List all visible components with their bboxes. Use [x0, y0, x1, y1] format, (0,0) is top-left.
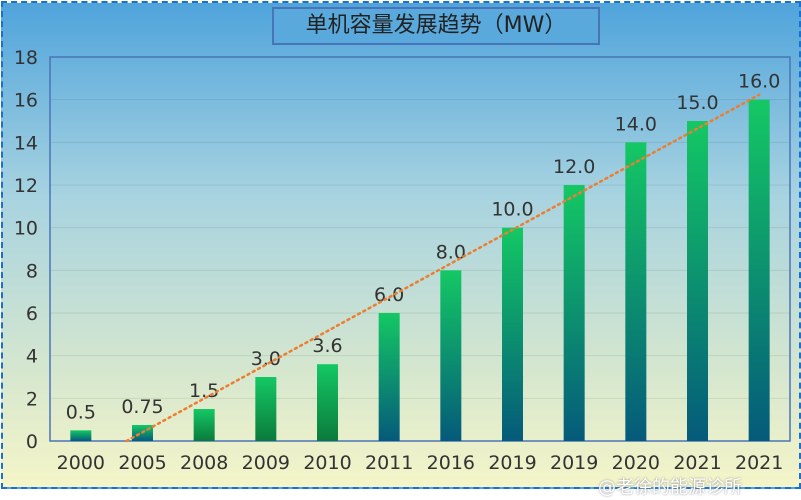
data-label: 12.0	[553, 156, 595, 178]
x-tick-label: 2021	[673, 452, 721, 474]
data-label: 14.0	[615, 113, 657, 135]
y-tick-label: 10	[14, 218, 38, 240]
y-tick-label: 16	[14, 90, 38, 112]
x-tick-label: 2019	[488, 452, 536, 474]
data-label: 3.0	[251, 348, 281, 370]
bar	[748, 99, 770, 442]
x-tick-label: 2019	[550, 452, 598, 474]
data-label: 6.0	[374, 284, 404, 306]
x-tick-label: 2020	[612, 452, 660, 474]
trendline	[125, 93, 761, 443]
data-label: 15.0	[676, 92, 718, 114]
bar	[70, 430, 92, 441]
data-label: 0.75	[121, 396, 163, 418]
plot-area	[49, 56, 791, 442]
bar	[563, 185, 585, 441]
y-tick-label: 8	[26, 260, 38, 282]
bar	[502, 227, 523, 441]
data-label: 10.0	[491, 199, 533, 221]
x-tick-label: 2021	[735, 452, 783, 474]
x-tick-label: 2005	[118, 452, 166, 474]
bar	[687, 121, 708, 441]
y-tick-label: 18	[14, 47, 38, 69]
data-label: 8.0	[436, 241, 466, 263]
y-tick-label: 2	[26, 388, 38, 410]
bar	[625, 142, 647, 442]
x-tick-label: 2016	[427, 452, 475, 474]
x-tick-label: 2008	[180, 452, 228, 474]
data-label: 3.6	[312, 335, 342, 357]
data-label: 0.5	[66, 401, 96, 423]
y-tick-label: 0	[26, 431, 38, 453]
data-label: 16.0	[738, 71, 780, 93]
y-tick-label: 14	[14, 132, 38, 154]
y-tick-label: 6	[26, 303, 38, 325]
x-tick-label: 2009	[242, 452, 290, 474]
y-tick-label: 4	[26, 346, 38, 368]
x-tick-label: 2010	[303, 452, 351, 474]
bar	[378, 313, 400, 441]
chart-title: 单机容量发展趋势（MW）	[272, 7, 600, 45]
y-tick-label: 12	[14, 175, 38, 197]
bar	[317, 364, 338, 441]
chart-frame	[1, 1, 801, 489]
x-tick-label: 2011	[365, 452, 413, 474]
x-tick-label: 2000	[57, 452, 105, 474]
watermark: @老徐的能源诊所	[598, 477, 742, 498]
bar	[440, 270, 462, 441]
bar	[193, 409, 215, 441]
data-label: 1.5	[189, 380, 219, 402]
bar	[255, 377, 277, 441]
